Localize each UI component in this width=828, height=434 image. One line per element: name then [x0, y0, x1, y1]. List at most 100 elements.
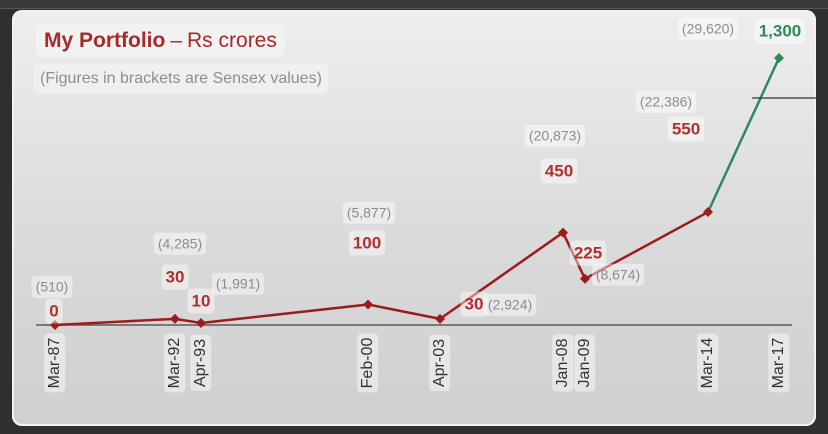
x-tick-label-mar-14: Mar-14 [699, 338, 716, 389]
series-line-main [54, 210, 709, 327]
x-tick-label-mar-92: Mar-92 [166, 338, 183, 389]
x-tick-label-mar-87: Mar-87 [46, 338, 63, 389]
value-label-mar-87-box [45, 298, 63, 324]
value-label-apr-93-group: 10 [187, 288, 215, 314]
sensex-label-jan-08: (20,873) [529, 128, 581, 144]
sensex-label-mar-87-box [31, 275, 73, 298]
value-label-apr-93-box [187, 288, 215, 314]
data-point-marker-jan-09 [580, 273, 590, 284]
value-label-feb-00-box [348, 230, 386, 256]
sensex-label-apr-93-box [211, 272, 265, 295]
x-tick-box-mar-92 [164, 333, 186, 393]
value-label-mar-87-group: 0 [45, 298, 63, 324]
chart-subtitle-text: (Figures in brackets are Sensex values) [40, 70, 322, 87]
chart-title-separator: – [170, 29, 183, 52]
x-tick-group-feb-00: Feb-00 [357, 333, 379, 393]
data-point-marker-apr-03 [435, 313, 445, 324]
value-label-apr-03-box [460, 291, 488, 317]
sensex-label-jan-09-box [591, 263, 645, 286]
x-tick-box-mar-14 [697, 333, 719, 393]
data-point-marker-jan-08 [558, 227, 568, 238]
x-tick-box-feb-00 [357, 333, 379, 393]
x-tick-label-jan-09: Jan-09 [576, 338, 593, 387]
value-label-jan-08: 450 [545, 161, 573, 180]
sensex-label-apr-03: (2,924) [488, 297, 532, 313]
sensex-label-apr-03-group: (2,924) [483, 293, 537, 316]
value-label-apr-03: 30 [465, 294, 484, 313]
sensex-label-jan-08-box [524, 124, 586, 147]
value-label-jan-08-group: 450 [540, 158, 578, 184]
data-point-marker-mar-87 [50, 320, 60, 330]
value-label-mar-92-box [161, 264, 189, 290]
sensex-label-mar-92-group: (4,285) [153, 232, 207, 255]
chart-card [12, 10, 816, 426]
x-tick-label-apr-93: Apr-93 [192, 339, 209, 387]
sensex-label-mar-14-box [635, 90, 697, 113]
sensex-label-feb-00-box [342, 201, 396, 224]
x-tick-group-jan-08: Jan-08 [552, 334, 574, 392]
sensex-label-mar-14: (22,386) [640, 94, 692, 110]
data-point-marker-mar-92 [170, 313, 180, 324]
x-tick-group-apr-93: Apr-93 [190, 334, 212, 392]
value-label-mar-17-box [754, 18, 806, 44]
data-point-marker-feb-00 [363, 299, 373, 310]
x-tick-group-mar-17: Mar-17 [768, 333, 790, 393]
sensex-label-jan-09-group: (8,674) [591, 263, 645, 286]
x-tick-box-mar-17 [768, 333, 790, 393]
chart-title-main: My Portfolio [44, 29, 166, 52]
x-tick-box-apr-03 [429, 334, 451, 392]
value-label-mar-17: 1,300 [759, 21, 802, 40]
sensex-label-jan-08-group: (20,873) [524, 124, 586, 147]
data-point-marker-apr-93 [196, 317, 206, 328]
value-label-feb-00-group: 100 [348, 230, 386, 256]
value-label-mar-14: 550 [672, 119, 700, 138]
sensex-label-mar-17-group: (29,620) [677, 17, 739, 40]
sensex-label-apr-93-group: (1,991) [211, 272, 265, 295]
sensex-label-apr-03-box [483, 293, 537, 316]
sensex-label-feb-00: (5,877) [347, 205, 391, 221]
x-tick-box-jan-08 [552, 334, 574, 392]
sensex-label-mar-87-group: (510) [31, 275, 73, 298]
sensex-label-jan-09: (8,674) [596, 267, 640, 283]
value-label-mar-92-group: 30 [161, 264, 189, 290]
x-tick-group-mar-14: Mar-14 [697, 333, 719, 393]
sensex-label-mar-17-box [677, 17, 739, 40]
x-tick-box-mar-87 [44, 333, 66, 393]
x-tick-group-mar-87: Mar-87 [44, 333, 66, 393]
x-tick-label-jan-08: Jan-08 [554, 338, 571, 387]
x-tick-label-feb-00: Feb-00 [359, 338, 376, 389]
value-label-mar-17-group: 1,300 [754, 18, 806, 44]
value-label-mar-87: 0 [49, 301, 58, 320]
x-tick-box-jan-09 [574, 334, 596, 392]
value-label-jan-08-box [540, 158, 578, 184]
value-label-apr-03-group: 30 [460, 291, 488, 317]
x-tick-box-apr-93 [190, 334, 212, 392]
sensex-label-mar-17: (29,620) [682, 21, 734, 37]
value-label-mar-14-group: 550 [667, 116, 705, 142]
value-label-mar-92: 30 [166, 267, 185, 286]
value-label-mar-14-box [667, 116, 705, 142]
value-label-feb-00: 100 [353, 233, 381, 252]
sensex-label-mar-14-group: (22,386) [635, 90, 697, 113]
top-bar [0, 0, 828, 9]
chart-subtitle: (Figures in brackets are Sensex values) [34, 64, 328, 94]
value-label-jan-09-box [569, 240, 607, 266]
chart-title-unit: Rs crores [187, 29, 277, 52]
data-point-marker-mar-14 [703, 207, 713, 218]
value-label-jan-09: 225 [574, 243, 602, 262]
sensex-label-feb-00-group: (5,877) [342, 201, 396, 224]
value-label-apr-93: 10 [192, 291, 211, 310]
sensex-label-apr-93: (1,991) [216, 276, 260, 292]
x-tick-group-mar-92: Mar-92 [164, 333, 186, 393]
value-label-jan-09-group: 225 [569, 240, 607, 266]
chart-title: My Portfolio – Rs crores [36, 24, 285, 58]
sensex-label-mar-92: (4,285) [158, 236, 202, 252]
series-line-last-segment [706, 57, 781, 213]
sensex-label-mar-92-box [153, 232, 207, 255]
sensex-label-mar-87: (510) [36, 279, 69, 295]
x-tick-group-jan-09: Jan-09 [574, 334, 596, 392]
x-tick-label-mar-17: Mar-17 [770, 338, 787, 389]
x-tick-label-apr-03: Apr-03 [431, 339, 448, 387]
